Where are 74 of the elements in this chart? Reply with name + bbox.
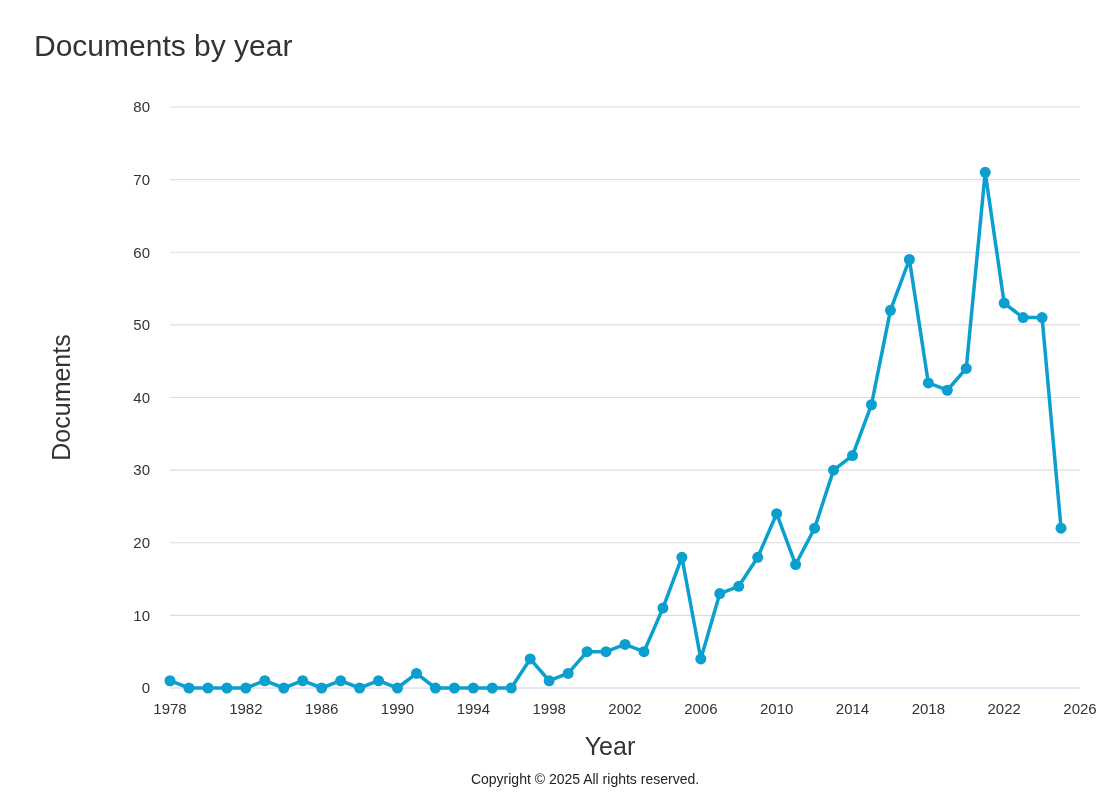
point (809, 522, 821, 534)
point (429, 682, 441, 694)
x-tick-label: 1978 (153, 700, 187, 717)
point (202, 682, 214, 694)
point (410, 667, 422, 679)
point (240, 682, 252, 694)
point (1036, 312, 1048, 324)
y-tick-label: 50 (133, 316, 150, 334)
x-tick-label: 2006 (684, 700, 718, 717)
point (998, 297, 1010, 309)
y-tick-label: 70 (133, 170, 150, 188)
point (562, 667, 574, 679)
x-tick-label: 2002 (608, 700, 642, 717)
x-tick-label: 2026 (1063, 700, 1097, 717)
x-tick-label: 1982 (229, 700, 263, 717)
point (979, 166, 991, 178)
point (657, 602, 669, 614)
y-tick-label: 80 (133, 98, 150, 116)
point (259, 675, 271, 687)
chart-title: Documents by year (34, 29, 293, 62)
x-tick-label: 1986 (304, 700, 339, 717)
point (467, 682, 479, 694)
y-tick-label: 10 (133, 606, 150, 624)
point (733, 580, 745, 592)
y-axis-title: Documents (47, 334, 75, 461)
point (524, 653, 536, 665)
y-tick-label: 40 (133, 388, 150, 406)
x-tick-label: 1990 (380, 700, 415, 717)
point (183, 682, 195, 694)
point (316, 682, 328, 694)
point (278, 682, 290, 694)
point (960, 362, 972, 374)
point (543, 675, 555, 687)
point (486, 682, 498, 694)
x-tick-label: 2014 (835, 700, 870, 717)
point (638, 646, 650, 658)
point (752, 551, 764, 563)
point (354, 682, 366, 694)
point (297, 675, 309, 687)
y-tick-label: 20 (133, 534, 150, 551)
point (884, 304, 896, 316)
point (903, 254, 915, 266)
point (392, 682, 403, 694)
y-tick-label: 60 (133, 243, 150, 261)
point (448, 682, 460, 694)
point (164, 675, 176, 687)
point (1017, 312, 1029, 324)
point (695, 653, 707, 665)
point (619, 638, 631, 650)
x-tick-label: 2022 (987, 700, 1021, 717)
point (600, 646, 612, 658)
y-tick-label: 0 (141, 679, 150, 697)
point (505, 682, 517, 694)
point (790, 559, 802, 571)
point (221, 682, 233, 694)
point (581, 646, 593, 658)
x-axis-title: Year (584, 732, 636, 760)
x-tick-label: 2010 (759, 700, 794, 717)
x-tick-label: 2018 (911, 700, 946, 717)
point (373, 675, 385, 687)
point (1055, 522, 1067, 534)
point (676, 551, 688, 563)
point (771, 508, 783, 520)
point (941, 384, 953, 396)
point (335, 675, 347, 687)
point (865, 399, 877, 411)
point (922, 377, 934, 389)
x-tick-label: 1998 (532, 700, 566, 717)
x-tick-label: 1994 (456, 700, 491, 717)
point (828, 464, 840, 476)
point (714, 588, 726, 600)
y-tick-label: 30 (133, 461, 150, 479)
point (847, 450, 858, 462)
text: Copyright © 2025 All rights reserved. (470, 771, 700, 787)
